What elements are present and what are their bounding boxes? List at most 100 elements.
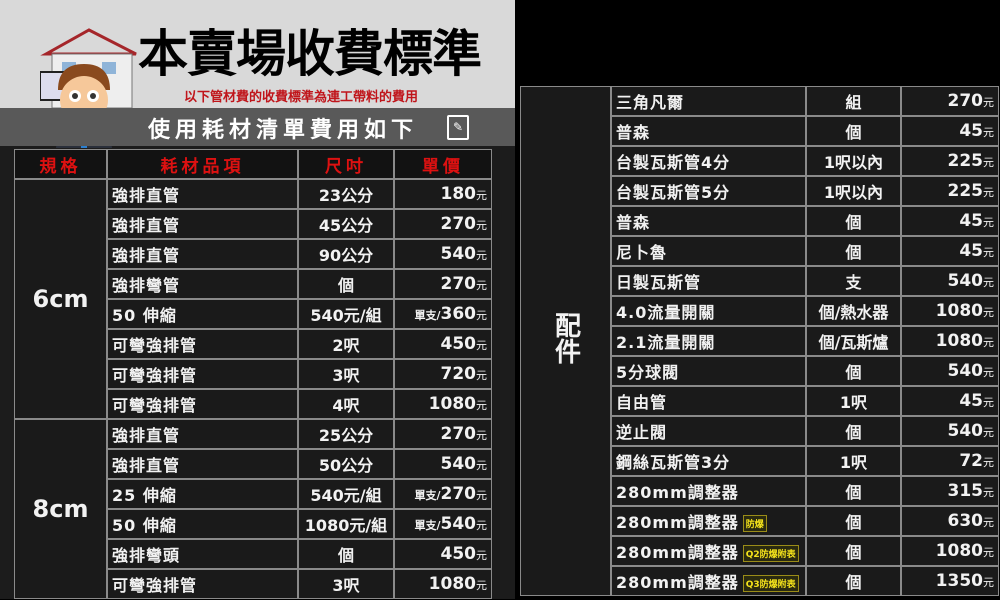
item-name: 強排直管: [112, 186, 181, 205]
item-cell: 強排直管: [108, 180, 297, 208]
item-name: 4.0流量開關: [616, 303, 716, 322]
size-cell: 45公分: [299, 210, 393, 238]
item-cell: 25 伸縮: [108, 480, 297, 508]
price-prefix: 單支/: [414, 489, 441, 502]
price-cell: 225元: [902, 177, 998, 205]
table-row: 280mm調整器 防爆個 630元: [521, 507, 998, 535]
currency-unit: 元: [983, 186, 994, 199]
currency-unit: 元: [476, 369, 487, 382]
price-cell: 270元: [395, 210, 491, 238]
item-name: 普森: [616, 123, 651, 142]
item-name: 普森: [616, 213, 651, 232]
table-row: 逆止閥個 540元: [521, 417, 998, 445]
price-value: 270: [440, 274, 477, 294]
price-value: 45: [959, 391, 983, 411]
price-value: 270: [440, 214, 477, 234]
price-value: 315: [947, 481, 984, 501]
price-value: 1080: [935, 541, 983, 561]
item-name: 50 伸縮: [112, 306, 177, 325]
price-cell: 單支/270元: [395, 480, 491, 508]
price-cell: 45元: [902, 117, 998, 145]
price-cell: 225元: [902, 147, 998, 175]
size-cell: 個: [807, 117, 900, 145]
item-cell: 尼卜魯: [612, 237, 805, 265]
table-row: 強排彎頭個 450元: [15, 540, 491, 568]
item-name: 強排彎管: [112, 276, 181, 295]
price-cell: 單支/540元: [395, 510, 491, 538]
item-cell: 280mm調整器 防爆: [612, 507, 805, 535]
category-label: 6cm: [32, 285, 89, 313]
item-cell: 普森: [612, 117, 805, 145]
page-subtitle: 以下管材費的收費標準為連工帶料的費用: [184, 90, 419, 105]
price-cell: 630元: [902, 507, 998, 535]
currency-unit: 元: [983, 216, 994, 229]
left-panel: 本賣場收費標準 以下管材費的收費標準為連工帶料的費用 使用耗材清單費用如下 ✎ …: [0, 0, 515, 599]
price-value: 45: [959, 121, 983, 141]
size-cell: 個: [807, 537, 900, 565]
size-cell: 1呎: [807, 387, 900, 415]
item-cell: 2.1流量開關: [612, 327, 805, 355]
currency-unit: 元: [476, 549, 487, 562]
size-cell: 個: [299, 540, 393, 568]
category-label: 8cm: [32, 495, 89, 523]
table-row: 台製瓦斯管5分 1呎以內 225元: [521, 177, 998, 205]
table-row: 普森個 45元: [521, 207, 998, 235]
item-cell: 自由管: [612, 387, 805, 415]
currency-unit: 元: [476, 519, 487, 532]
explosion-proof-badge: 防爆: [742, 515, 767, 532]
currency-unit: 元: [983, 276, 994, 289]
currency-unit: 元: [476, 189, 487, 202]
size-cell: 540元/組: [299, 480, 393, 508]
price-value: 1080: [935, 331, 983, 351]
header-size: 尺吋: [299, 150, 393, 178]
item-name: 280mm調整器: [616, 543, 739, 562]
item-cell: 50 伸縮: [108, 510, 297, 538]
item-name: 強排直管: [112, 216, 181, 235]
table-row: 280mm調整器 Q3防爆附表個 1350元: [521, 567, 998, 595]
table-row: 5分球閥個 540元: [521, 357, 998, 385]
item-cell: 日製瓦斯管: [612, 267, 805, 295]
currency-unit: 元: [983, 336, 994, 349]
price-cell: 180元: [395, 180, 491, 208]
size-cell: 50公分: [299, 450, 393, 478]
price-value: 630: [947, 511, 984, 531]
currency-unit: 元: [983, 126, 994, 139]
price-cell: 540元: [395, 450, 491, 478]
item-name: 強排直管: [112, 456, 181, 475]
item-name: 2.1流量開關: [616, 333, 716, 352]
table-row: 強排直管 50公分 540元: [15, 450, 491, 478]
item-cell: 強排直管: [108, 240, 297, 268]
size-cell: 個: [807, 357, 900, 385]
price-value: 540: [440, 514, 477, 534]
left-price-table: 規格 耗材品項 尺吋 單價 6cm 強排直管 23公分 180元 強排直管 45公分 270…: [13, 148, 493, 600]
table-row: 6cm 強排直管 23公分 180元: [15, 180, 491, 418]
price-value: 270: [947, 91, 984, 111]
currency-unit: 元: [476, 339, 487, 352]
item-cell: 台製瓦斯管5分: [612, 177, 805, 205]
category-cell: 6cm: [15, 180, 106, 418]
price-value: 540: [440, 454, 477, 474]
price-cell: 1080元: [395, 570, 491, 598]
currency-unit: 元: [476, 399, 487, 412]
table-row: 強排直管 90公分 540元: [15, 240, 491, 268]
size-cell: 支: [807, 267, 900, 295]
currency-unit: 元: [476, 309, 487, 322]
item-cell: 280mm調整器 Q2防爆附表: [612, 537, 805, 565]
item-name: 尼卜魯: [616, 243, 668, 262]
currency-unit: 元: [983, 306, 994, 319]
item-name: 台製瓦斯管4分: [616, 153, 731, 172]
table-row: 2.1流量開關 個/瓦斯爐 1080元: [521, 327, 998, 355]
header-spec: 規格: [15, 150, 106, 178]
currency-unit: 元: [983, 486, 994, 499]
price-cell: 45元: [902, 207, 998, 235]
item-name: 逆止閥: [616, 423, 668, 442]
price-cell: 450元: [395, 330, 491, 358]
explosion-proof-badge: Q2防爆附表: [742, 545, 799, 562]
category-label: 配件: [550, 312, 581, 364]
size-cell: 個: [807, 477, 900, 505]
table-row: 50 伸縮 1080元/組 單支/540元: [15, 510, 491, 538]
price-value: 540: [947, 361, 984, 381]
item-name: 280mm調整器: [616, 513, 739, 532]
table-row: 50 伸縮 540元/組 單支/360元: [15, 300, 491, 328]
item-cell: 普森: [612, 207, 805, 235]
